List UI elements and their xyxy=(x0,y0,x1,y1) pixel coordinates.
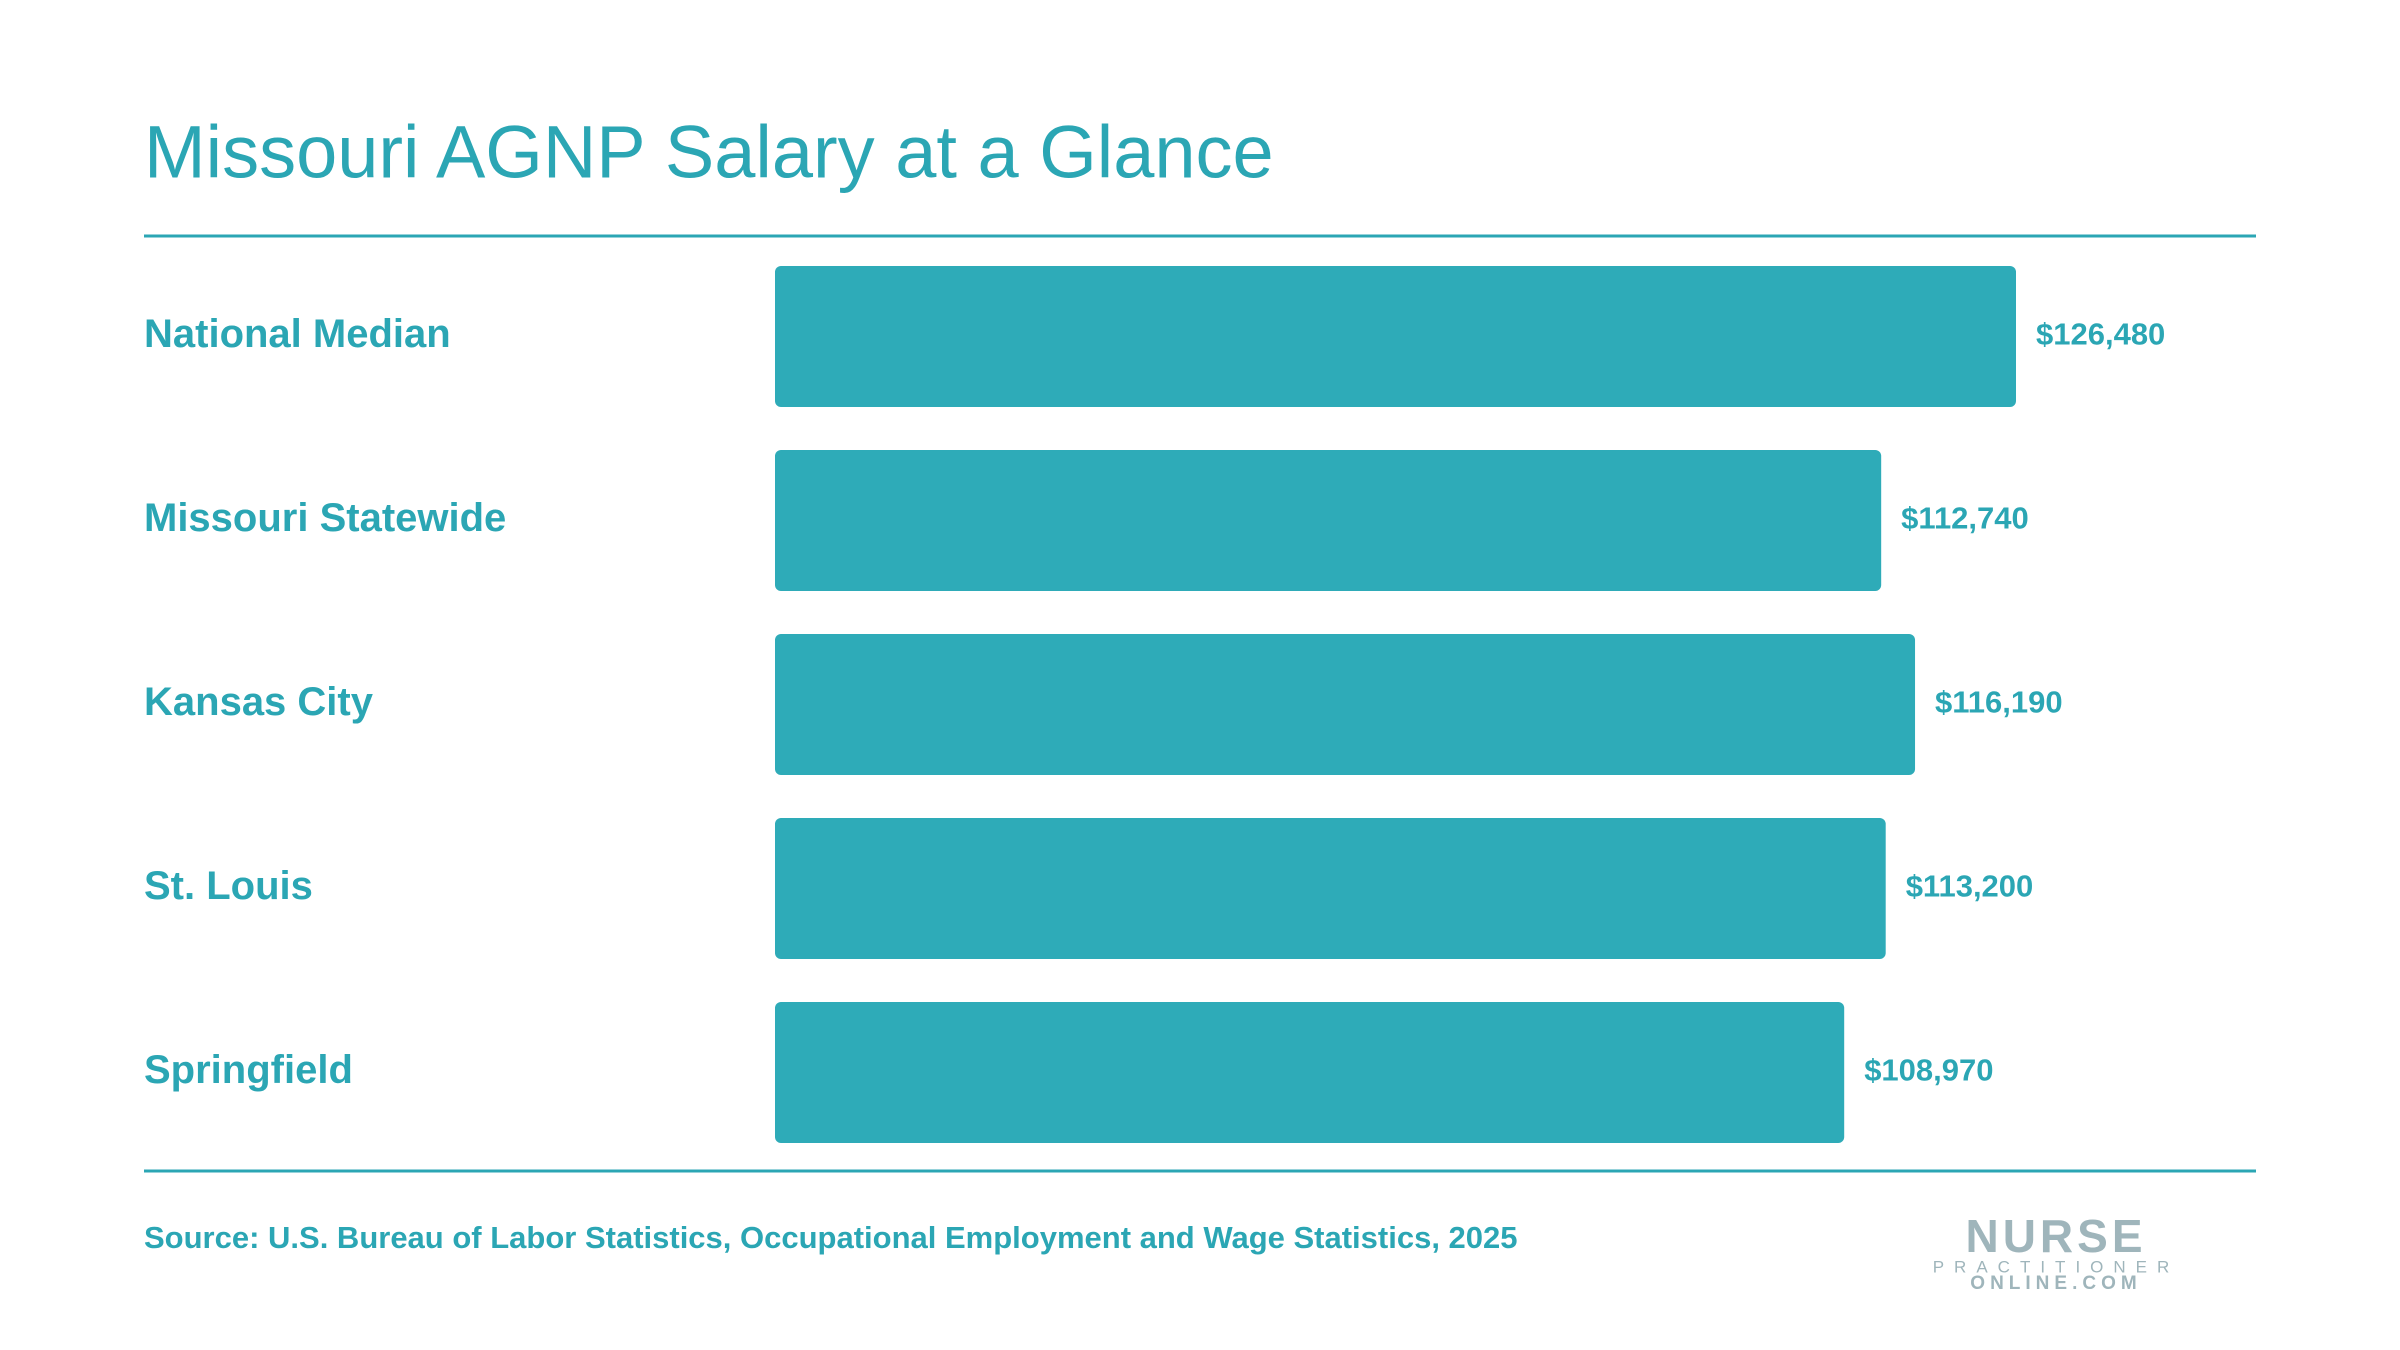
category-label: Kansas City xyxy=(144,680,374,724)
value-label: $112,740 xyxy=(1901,501,2029,536)
logo-text: NURSE xyxy=(1965,1210,2146,1262)
bar xyxy=(775,266,2016,407)
bar xyxy=(775,450,1882,591)
value-label: $116,190 xyxy=(1935,685,2063,720)
logo-text: ONLINE.COM xyxy=(1970,1273,2141,1294)
value-label: $108,970 xyxy=(1864,1053,1993,1088)
bar xyxy=(775,818,1886,959)
category-label: National Median xyxy=(144,312,451,356)
bar xyxy=(775,1002,1845,1143)
category-label: Missouri Statewide xyxy=(144,496,506,540)
logo-text: PRACTITIONER xyxy=(1933,1257,2180,1276)
value-label: $126,480 xyxy=(2036,317,2165,352)
category-label: Springfield xyxy=(144,1048,353,1092)
category-label: St. Louis xyxy=(144,864,313,908)
value-label: $113,200 xyxy=(1906,869,2034,904)
logo: NURSE PRACTITIONER ONLINE.COM xyxy=(1933,1210,2180,1294)
chart-title: Missouri AGNP Salary at a Glance xyxy=(144,111,1274,194)
source-note: Source: U.S. Bureau of Labor Statistics,… xyxy=(144,1220,1518,1255)
bar xyxy=(775,634,1916,775)
